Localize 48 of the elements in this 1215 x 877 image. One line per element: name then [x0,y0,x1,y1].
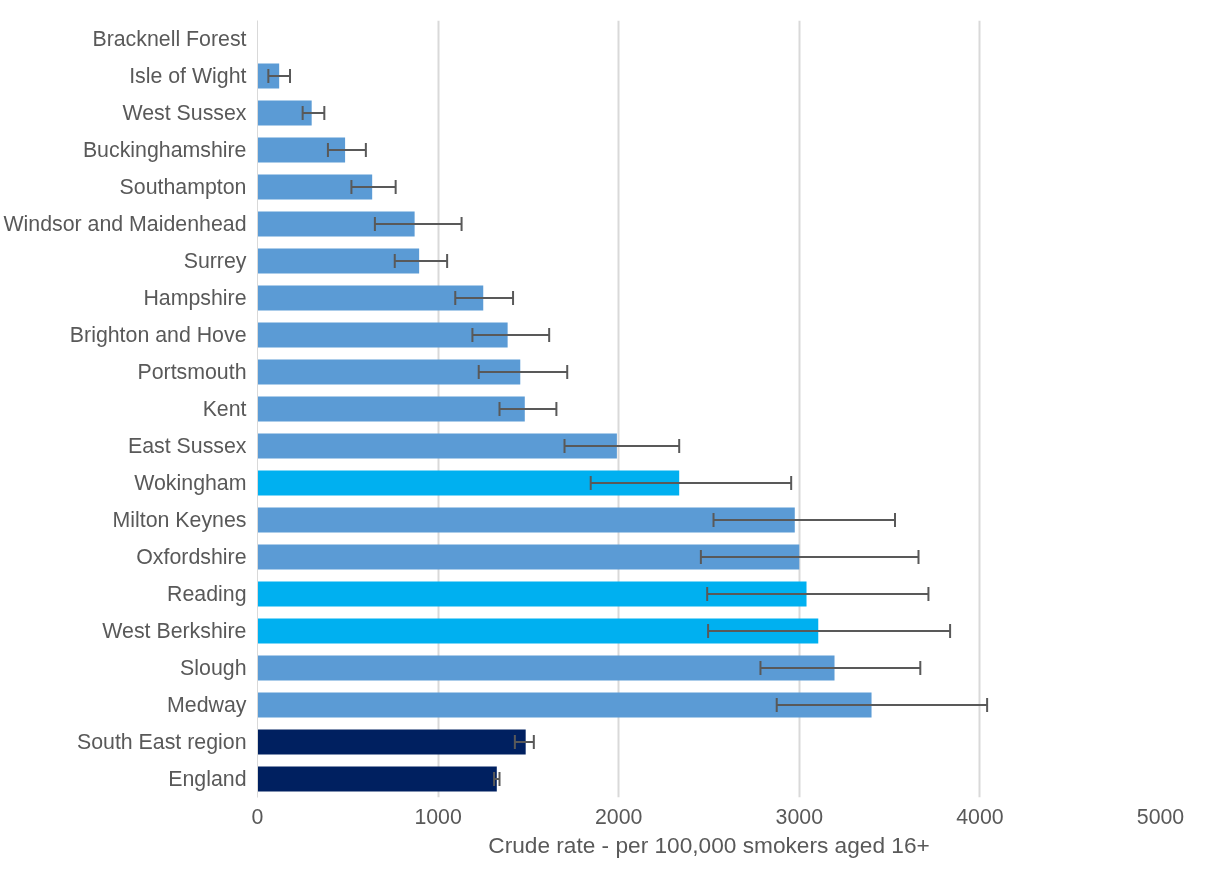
x-tick-label: 4000 [956,804,1004,829]
bar [257,63,280,89]
x-axis-title: Crude rate - per 100,000 smokers aged 16+ [488,831,930,858]
y-tick-label: Milton Keynes [112,508,247,532]
bar [257,248,420,274]
x-tick-label: 0 [251,804,264,829]
bar [257,581,807,607]
y-tick-label: Oxfordshire [136,545,247,569]
bar [257,544,800,570]
bar [257,507,795,533]
y-tick-label: East Sussex [127,434,247,458]
bar [257,396,525,422]
y-tick-label: Bracknell Forest [92,27,247,51]
x-tick-label: 1000 [414,804,462,829]
y-tick-label: Windsor and Maidenhead [3,212,247,236]
y-tick-label: Southampton [119,175,247,199]
y-tick-label: Slough [180,656,247,680]
y-tick-label: England [168,767,247,791]
bar [257,174,373,200]
bar [257,766,497,792]
bar [257,322,508,348]
bar [257,211,415,237]
y-tick-label: Wokingham [134,471,247,495]
y-tick-label: Kent [202,397,247,421]
y-tick-label: Surrey [183,249,247,273]
y-tick-label: Hampshire [143,286,247,310]
bar [257,359,521,385]
y-tick-label: Buckinghamshire [82,138,247,162]
y-tick-label: West Sussex [122,101,247,125]
y-tick-label: Portsmouth [137,360,247,384]
bar [257,729,526,755]
y-tick-label: West Berkshire [102,619,247,643]
bar [257,433,617,459]
bar [257,470,680,496]
bar [257,618,819,644]
x-tick-label: 2000 [594,804,643,829]
y-tick-label: Brighton and Hove [69,323,247,347]
x-tick-label: 5000 [1136,804,1185,829]
bar [257,285,484,311]
bar [257,655,835,681]
bar [257,137,346,163]
bar [257,100,312,126]
x-tick-label: 3000 [775,804,824,829]
bar [257,692,872,718]
y-tick-label: Isle of Wight [129,64,247,88]
y-tick-label: Reading [167,582,247,606]
y-tick-label: Medway [167,693,247,717]
y-tick-label: South East region [76,730,247,754]
